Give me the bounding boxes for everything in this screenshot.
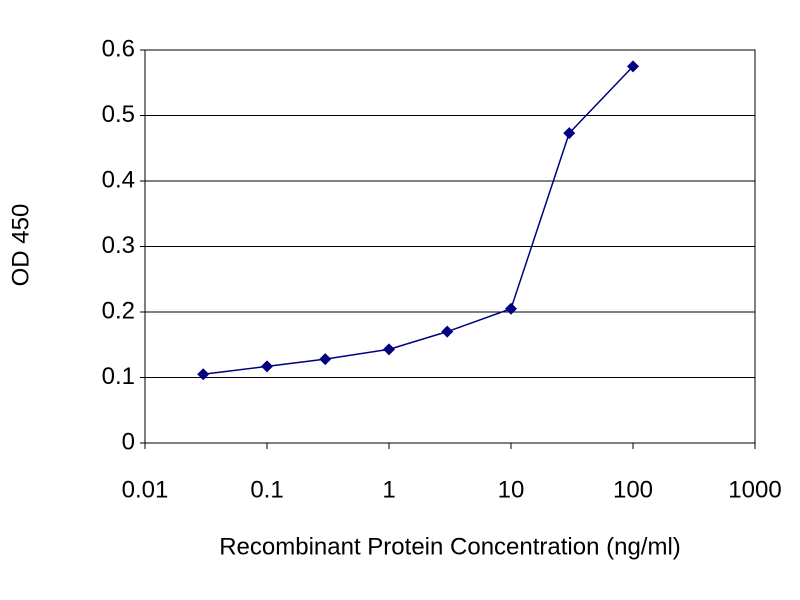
x-tick-label: 1	[382, 476, 395, 503]
x-tick-label: 10	[498, 476, 525, 503]
data-point	[505, 302, 517, 315]
y-axis-label: OD 450	[7, 204, 34, 287]
data-point	[627, 60, 639, 73]
data-point	[261, 360, 273, 373]
y-tick-label: 0.5	[102, 101, 135, 128]
y-tick-label: 0.4	[102, 166, 135, 193]
data-point	[563, 127, 576, 140]
y-tick-label: 0.2	[102, 297, 135, 324]
x-tick-label: 1000	[728, 476, 781, 503]
data-point	[319, 353, 332, 366]
data-point	[197, 368, 210, 381]
x-tick-label: 100	[613, 476, 653, 503]
x-tick-label: 0.1	[250, 476, 283, 503]
series-line	[203, 65, 634, 375]
y-tick-label: 0.1	[102, 363, 135, 390]
x-tick-label: 0.01	[122, 476, 169, 503]
x-axis-label: Recombinant Protein Concentration (ng/ml…	[219, 533, 681, 560]
y-tick-label: 0.6	[102, 35, 135, 62]
y-tick-label: 0.3	[102, 232, 135, 259]
data-point	[441, 325, 454, 338]
y-tick-label: 0	[122, 428, 135, 455]
data-point	[383, 343, 395, 356]
